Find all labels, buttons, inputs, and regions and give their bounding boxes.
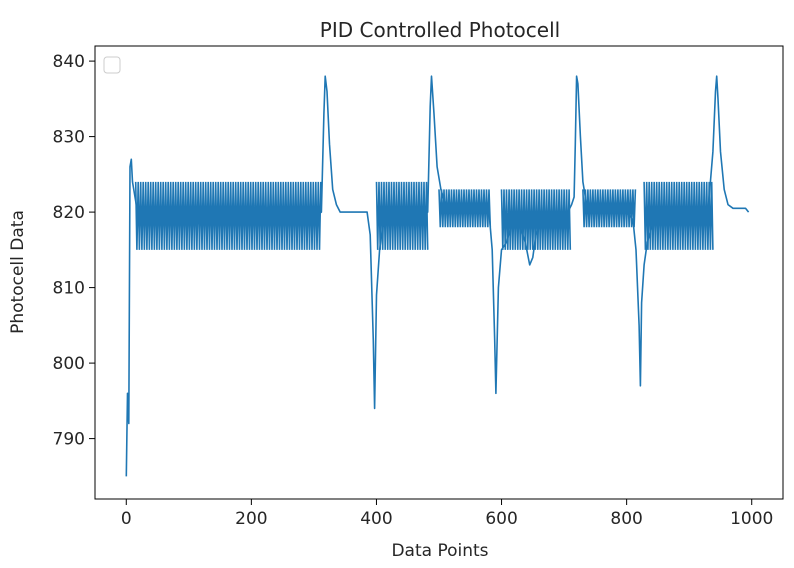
y-tick-label: 790 [53, 430, 85, 450]
axis-ticks: 0 200 400 600 800 1000 790 800 810 820 830 840 [53, 52, 774, 529]
y-tick-label: 810 [53, 279, 85, 299]
y-tick-label: 820 [53, 203, 85, 223]
noise-band-0 [134, 181, 322, 250]
x-tick-label: 800 [610, 509, 642, 529]
chart-title: PID Controlled Photocell [320, 18, 560, 42]
x-tick-label: 600 [485, 509, 517, 529]
y-tick-label: 800 [53, 354, 85, 374]
series-line-0 [125, 75, 750, 477]
y-axis-label: Photocell Data [8, 210, 28, 334]
x-tick-label: 0 [121, 509, 132, 529]
x-tick-label: 1000 [730, 509, 773, 529]
x-axis-label: Data Points [391, 541, 488, 561]
noise-band-4 [582, 189, 637, 228]
noise-band-5 [643, 181, 714, 250]
axes-frame [94, 45, 784, 500]
x-tick-label: 200 [235, 509, 267, 529]
legend-box [103, 56, 121, 74]
noise-band-3 [500, 189, 572, 250]
x-tick-label: 400 [360, 509, 392, 529]
noise-band-1 [375, 181, 429, 250]
noise-band-2 [438, 189, 492, 228]
y-tick-label: 830 [53, 128, 85, 148]
plot-area [125, 75, 750, 477]
y-tick-label: 840 [53, 52, 85, 72]
